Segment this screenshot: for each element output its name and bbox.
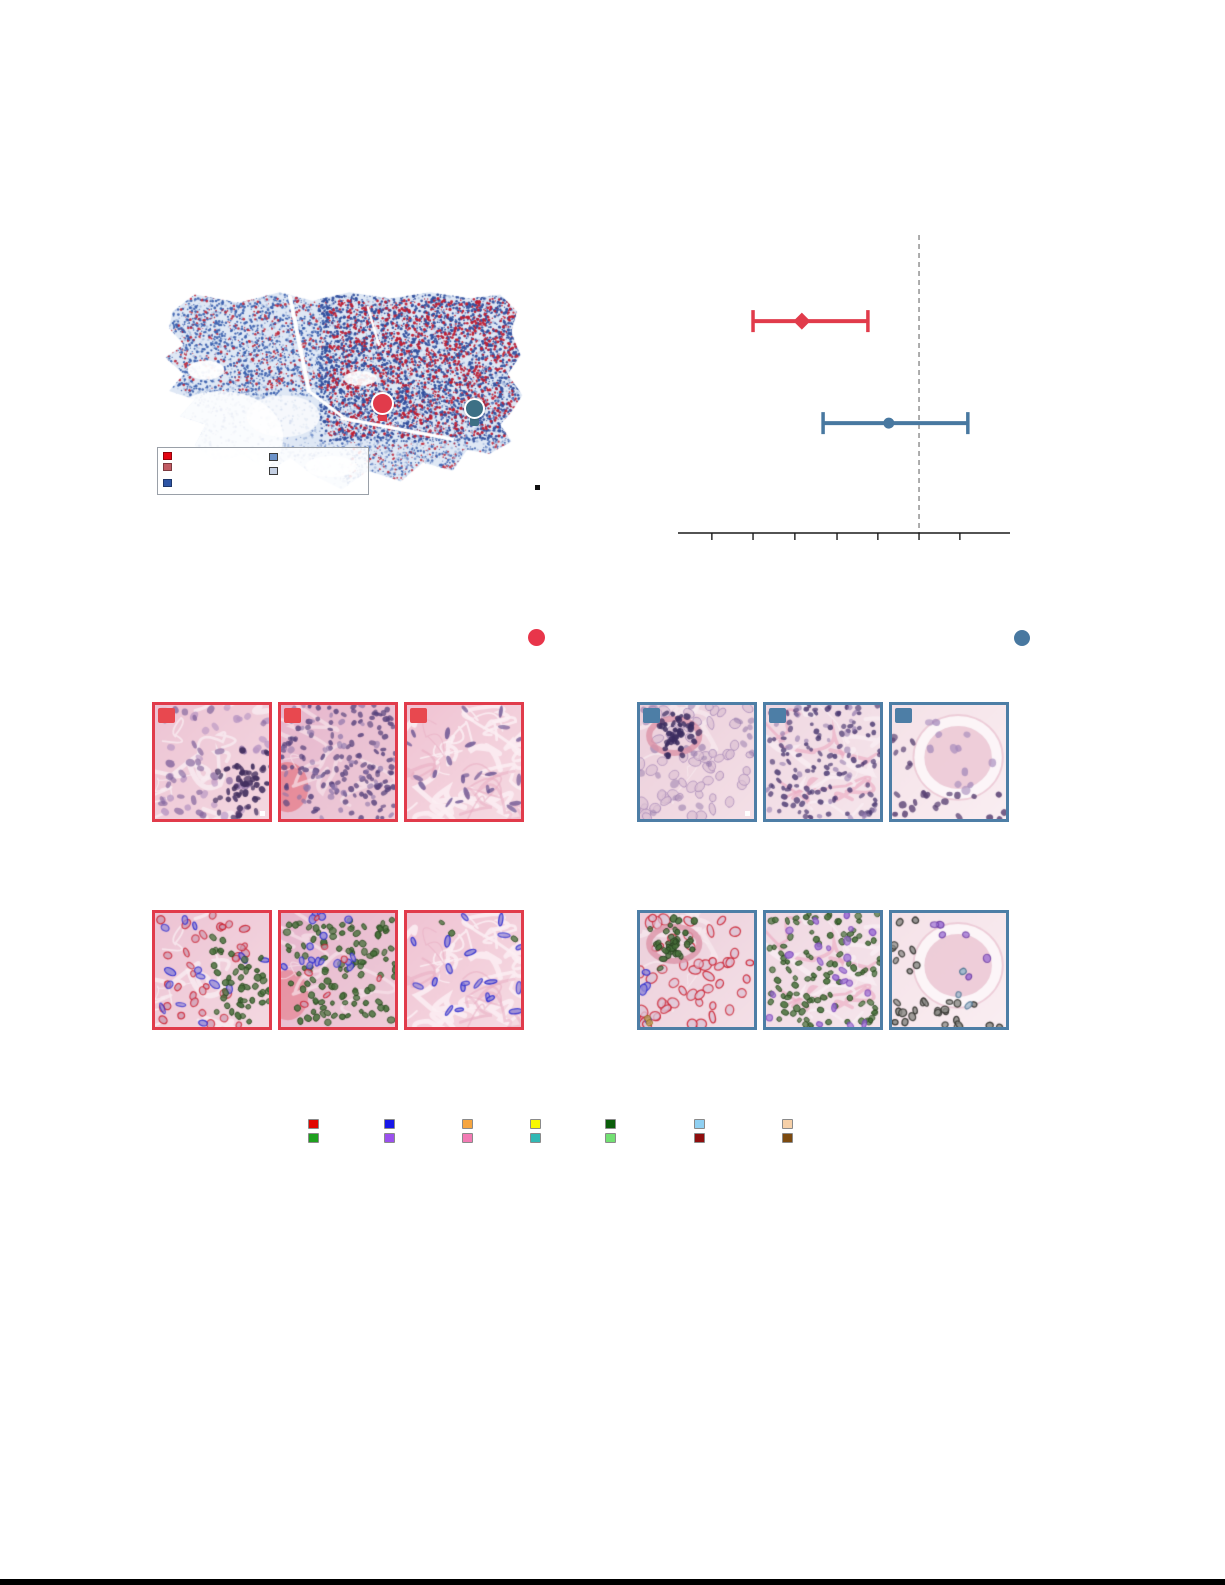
nuclei-type-swatch	[308, 1119, 319, 1129]
teal-sample-pin	[464, 398, 485, 419]
nuclei-type-swatch	[782, 1133, 793, 1143]
wsi-legend-swatch	[163, 452, 172, 460]
patch-red-1-he	[152, 702, 272, 822]
wsi-legend-swatch	[269, 467, 278, 475]
patch-histology-image	[281, 705, 395, 819]
patch-segmentation-image	[892, 913, 1006, 1027]
wsi-legend	[157, 447, 369, 495]
nuclei-type-swatch	[384, 1133, 395, 1143]
red-sample-pin	[371, 392, 394, 415]
patch-histology-image	[155, 705, 269, 819]
wsi-legend-swatch	[163, 479, 172, 487]
patch-histology-image	[640, 705, 754, 819]
red-corner-badge	[158, 708, 175, 723]
scalebar	[745, 811, 750, 816]
nuclei-type-swatch	[462, 1119, 473, 1129]
red-corner-badge	[284, 708, 301, 723]
teal-pin-tail	[470, 417, 479, 426]
patch-blue-1-seg	[637, 910, 757, 1030]
patch-histology-image	[766, 705, 880, 819]
patch-histology-image	[407, 705, 521, 819]
nuclei-type-swatch	[694, 1119, 705, 1129]
patch-blue-2-seg	[763, 910, 883, 1030]
nuclei-type-swatch	[530, 1119, 541, 1129]
patch-red-2-seg	[278, 910, 398, 1030]
patch-histology-image	[892, 705, 1006, 819]
nuclei-type-swatch	[694, 1133, 705, 1143]
patch-segmentation-image	[640, 913, 754, 1027]
red-corner-badge	[410, 708, 427, 723]
wsi-legend-swatch	[163, 463, 172, 471]
patch-segmentation-image	[407, 913, 521, 1027]
nuclei-type-swatch	[530, 1133, 541, 1143]
blue-group-dot	[1014, 630, 1030, 646]
patch-segmentation-image	[766, 913, 880, 1027]
patch-blue-1-he	[637, 702, 757, 822]
scalebar	[260, 811, 265, 816]
nuclei-type-swatch	[384, 1119, 395, 1129]
patch-segmentation-image	[281, 913, 395, 1027]
patch-red-3-he	[404, 702, 524, 822]
red-pin-tail	[378, 412, 387, 421]
patch-segmentation-image	[155, 913, 269, 1027]
nuclei-type-swatch	[782, 1119, 793, 1129]
nuclei-type-swatch	[308, 1133, 319, 1143]
nuclei-type-swatch	[605, 1133, 616, 1143]
footer-bar	[0, 1579, 1225, 1585]
patch-blue-2-he	[763, 702, 883, 822]
nuclei-type-swatch	[605, 1119, 616, 1129]
blue-corner-badge	[895, 708, 912, 723]
patch-red-2-he	[278, 702, 398, 822]
patch-red-1-seg	[152, 910, 272, 1030]
blue-corner-badge	[643, 708, 660, 723]
blue-corner-badge	[769, 708, 786, 723]
blue-cohort-marker	[883, 417, 895, 429]
red-cohort-marker	[793, 312, 811, 330]
wsi-legend-swatch	[269, 453, 278, 461]
patch-blue-3-seg	[889, 910, 1009, 1030]
patch-red-3-seg	[404, 910, 524, 1030]
patch-blue-3-he	[889, 702, 1009, 822]
nuclei-type-swatch	[462, 1133, 473, 1143]
black-square-marker	[535, 485, 540, 490]
red-group-dot	[528, 629, 545, 646]
forest-plot	[678, 235, 1010, 540]
